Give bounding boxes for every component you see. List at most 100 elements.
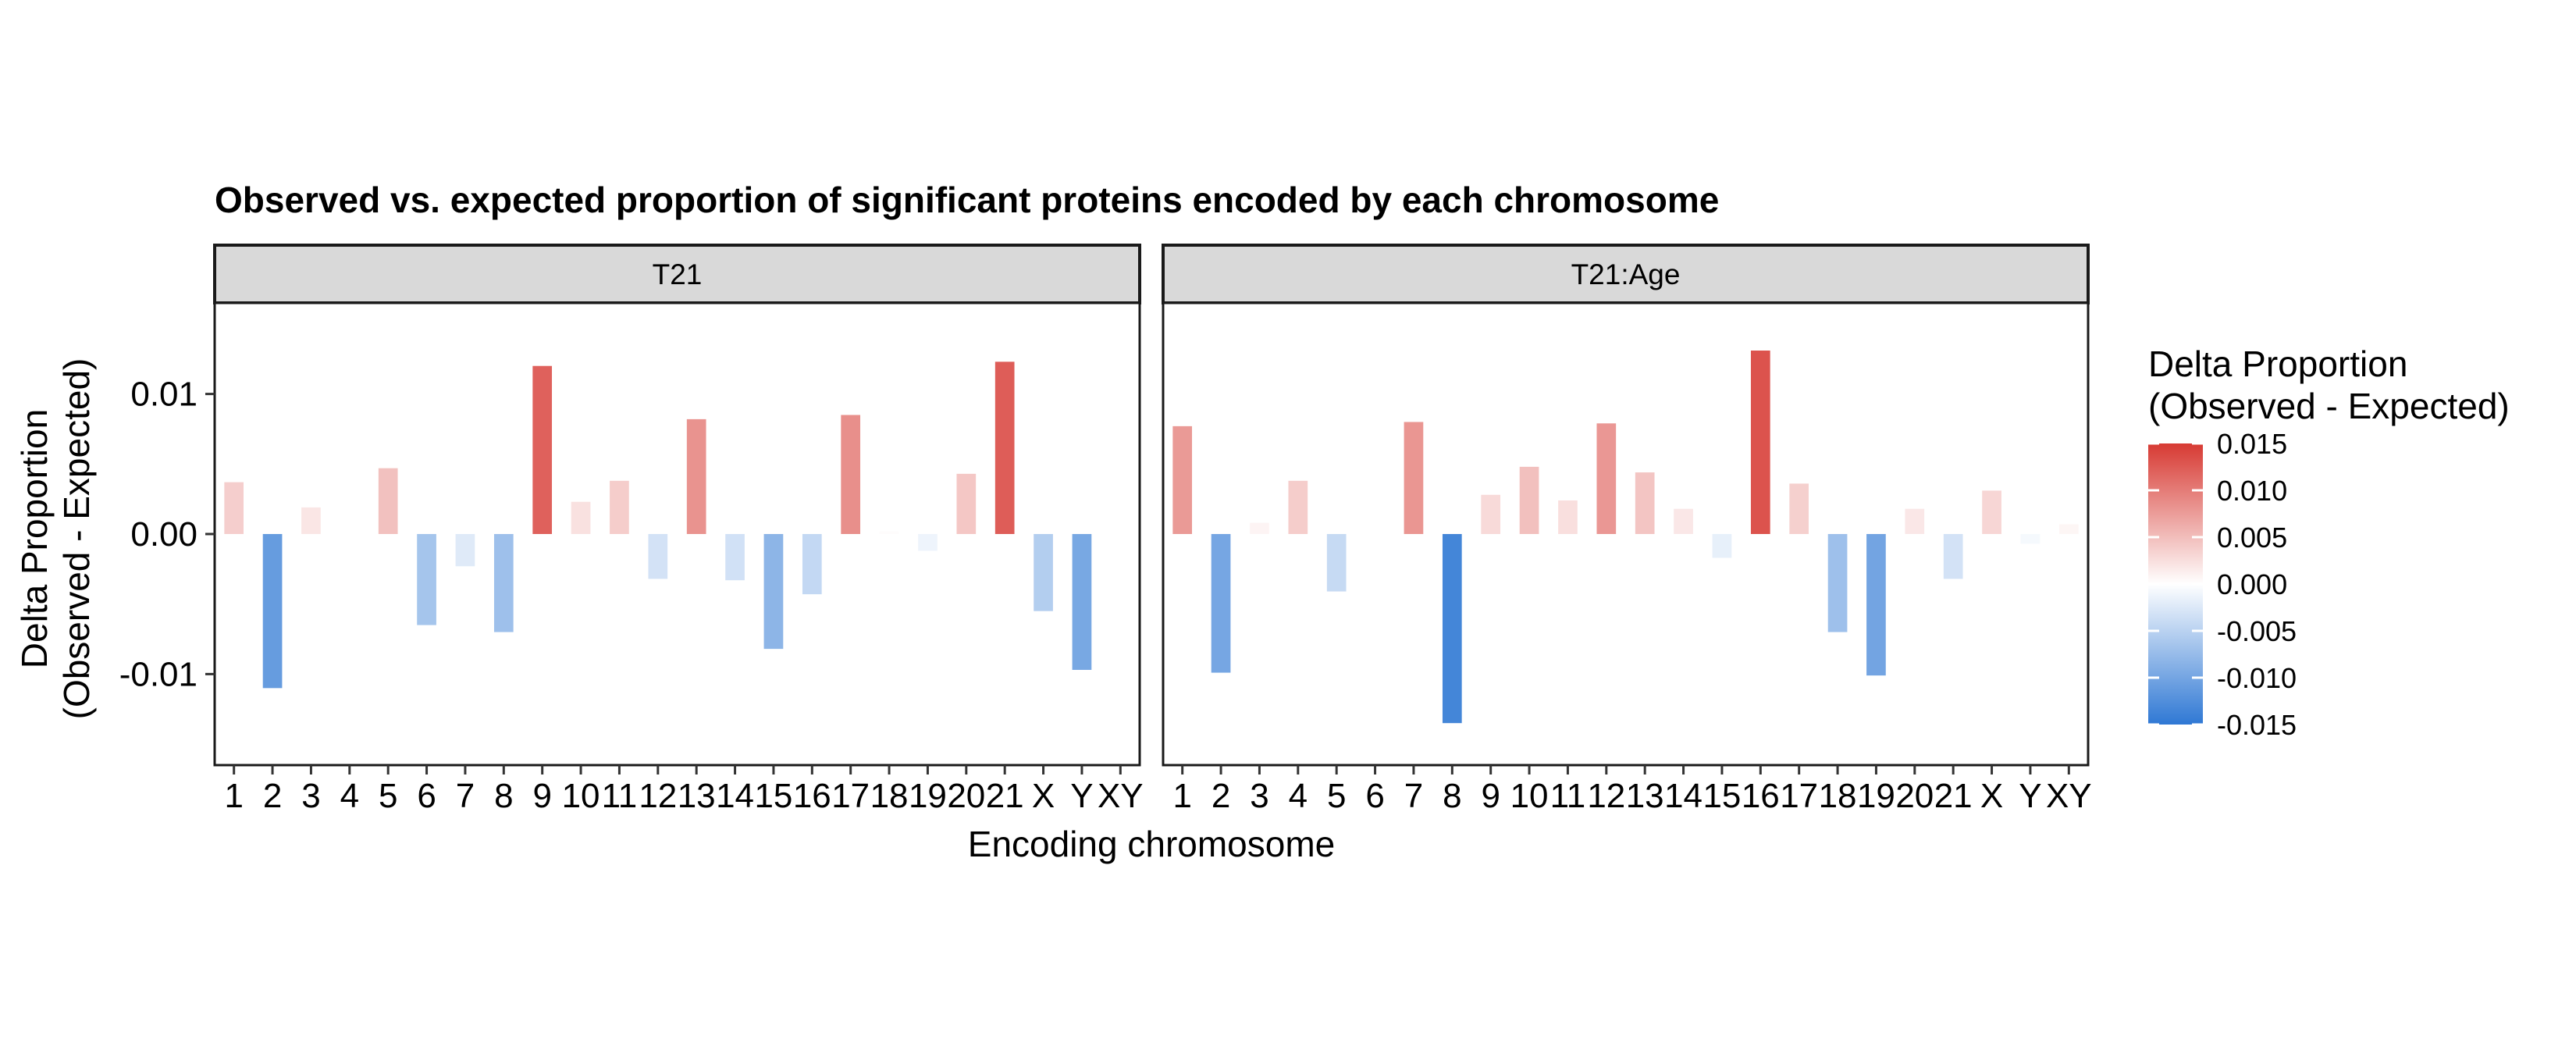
x-tick-label: 21	[986, 777, 1024, 815]
x-tick-label: 11	[1550, 777, 1586, 815]
x-tick-label: 8	[1443, 777, 1461, 815]
x-axis-title: Encoding chromosome	[968, 824, 1335, 864]
x-tick-label: 5	[379, 777, 397, 815]
legend-tick-label: -0.010	[2217, 662, 2297, 694]
x-tick-label: 2	[1212, 777, 1230, 815]
bar	[1596, 423, 1617, 534]
bar	[841, 415, 861, 534]
bar	[1034, 534, 1053, 611]
x-tick-label: XY	[1098, 777, 1144, 815]
x-tick-label: 11	[602, 777, 638, 815]
x-tick-label: 5	[1327, 777, 1346, 815]
x-tick-label: 3	[301, 777, 320, 815]
bar	[1905, 508, 1925, 534]
panel-border	[1162, 301, 2090, 767]
bar	[1789, 483, 1809, 534]
bar	[1442, 534, 1462, 724]
bar	[378, 468, 398, 534]
bar	[879, 531, 899, 534]
x-tick-label: 3	[1250, 777, 1268, 815]
bar	[1172, 426, 1193, 534]
bar	[648, 534, 668, 579]
x-tick-label: 4	[340, 777, 359, 815]
y-axis-title-line-2: (Observed - Expected)	[56, 358, 97, 720]
legend-title-line-1: Delta Proportion	[2148, 344, 2407, 384]
x-tick-label: 9	[1481, 777, 1500, 815]
x-tick-label: 14	[1664, 777, 1703, 815]
facet-strip	[1162, 244, 2090, 304]
bar	[1519, 466, 1539, 534]
x-tick-label: 19	[909, 777, 947, 815]
bar	[1250, 522, 1269, 534]
x-tick-label: 13	[678, 777, 716, 815]
bar	[532, 365, 553, 534]
bar	[1982, 490, 2001, 534]
y-tick-label: 0.00	[130, 515, 197, 554]
panel-background	[1163, 303, 2088, 765]
x-tick-label: 19	[1857, 777, 1895, 815]
bar	[1072, 534, 1092, 671]
x-tick-label: 21	[1934, 777, 1973, 815]
bar	[725, 534, 745, 581]
x-tick-label: Y	[1070, 777, 1093, 815]
bar	[918, 534, 938, 551]
x-tick-label: 18	[870, 777, 909, 815]
bar	[455, 534, 475, 567]
legend-tick-label: -0.005	[2217, 615, 2297, 647]
panel-background	[215, 303, 1140, 765]
legend-tick-label: 0.010	[2217, 475, 2287, 507]
facet-strip-label: T21	[653, 258, 703, 290]
y-tick-label: -0.01	[119, 655, 197, 693]
chart-title: Observed vs. expected proportion of sign…	[215, 180, 1719, 220]
x-tick-label: 12	[639, 777, 677, 815]
bar	[1635, 472, 1655, 534]
x-tick-label: 14	[716, 777, 754, 815]
legend-tick-label: 0.005	[2217, 522, 2287, 554]
x-tick-label: 16	[793, 777, 831, 815]
bar	[1558, 500, 1578, 534]
bar	[2020, 534, 2041, 544]
x-tick-label: 17	[831, 777, 870, 815]
x-tick-label: 20	[1895, 777, 1934, 815]
bar	[1866, 534, 1886, 676]
x-tick-label: 9	[532, 777, 551, 815]
bar	[686, 418, 706, 534]
x-tick-label: 8	[494, 777, 513, 815]
legend-ticks: 0.015 0.010 0.005 0.000 -0.005 -0.010 -0.015	[2148, 428, 2297, 741]
x-tick-label: 7	[456, 777, 475, 815]
bar	[1827, 534, 1848, 632]
x-tick-label: 13	[1626, 777, 1664, 815]
bar	[1712, 534, 1732, 558]
y-axis-title-line-1: Delta Proportion	[14, 409, 55, 668]
x-tick-label: 15	[1703, 777, 1741, 815]
bar	[1110, 534, 1130, 535]
bar	[610, 480, 629, 534]
bar	[340, 534, 360, 535]
bar	[1365, 534, 1385, 535]
bar	[1326, 534, 1347, 592]
x-tick-label: 10	[562, 777, 600, 815]
bar	[417, 534, 436, 625]
x-tick-label: 10	[1510, 777, 1549, 815]
x-tick-label: 4	[1289, 777, 1308, 815]
facet-strip-label: T21:Age	[1571, 258, 1681, 290]
bar	[802, 534, 822, 595]
bar	[224, 482, 244, 534]
legend-tick-label: -0.015	[2217, 709, 2297, 741]
bar	[1674, 508, 1693, 534]
legend-title-line-2: (Observed - Expected)	[2148, 386, 2510, 426]
x-tick-label: X	[1032, 777, 1055, 815]
facet-strip	[213, 244, 1141, 304]
y-axis-title: Delta Proportion (Observed - Expected)	[14, 358, 97, 720]
bar	[1288, 480, 1308, 534]
bar	[571, 501, 591, 534]
bar	[1750, 350, 1770, 534]
x-tick-label: X	[1980, 777, 2003, 815]
bar	[1481, 494, 1501, 534]
bar	[493, 534, 514, 632]
x-tick-label: Y	[2019, 777, 2041, 815]
x-tick-label: 16	[1742, 777, 1780, 815]
legend: Delta Proportion (Observed - Expected) 0…	[2148, 344, 2510, 741]
